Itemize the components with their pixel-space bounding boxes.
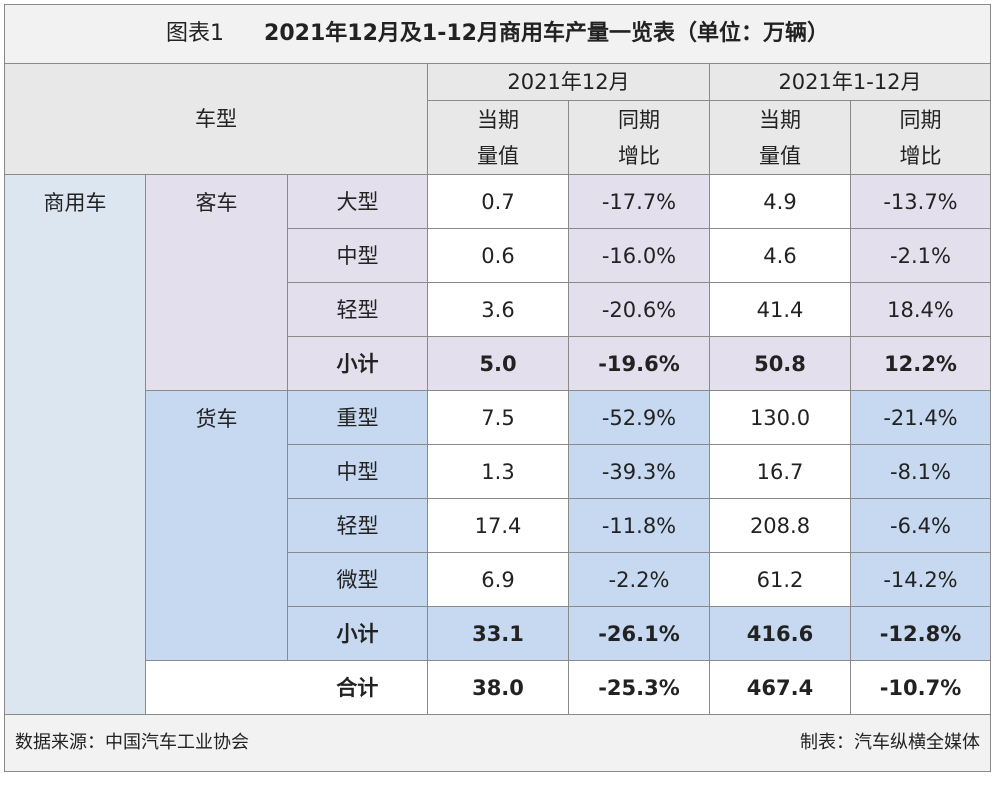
value-cell: 4.6 [709,228,851,283]
period-header: 2021年1-12月 [709,63,991,101]
metric-header: 同期 增比 [850,100,991,175]
value-cell: -6.4% [850,498,991,553]
segment-cell: 商用车 [4,174,146,715]
value-cell: 18.4% [850,282,991,337]
value-cell: -2.1% [850,228,991,283]
value-cell: -14.2% [850,552,991,607]
value-cell: -11.8% [568,498,710,553]
metric-header: 当期 量值 [427,100,569,175]
value-cell: -16.0% [568,228,710,283]
value-cell: -8.1% [850,444,991,499]
value-cell: 41.4 [709,282,851,337]
total-label: 合计 [287,660,428,715]
footer-source: 数据来源：中国汽车工业协会 [15,732,249,753]
value-cell: -20.6% [568,282,710,337]
value-cell: 16.7 [709,444,851,499]
subtotal-value: -26.1% [568,606,710,661]
value-cell: -17.7% [568,174,710,229]
subtotal-value: 416.6 [709,606,851,661]
subtotal-value: 5.0 [427,336,569,391]
period-header: 2021年12月 [427,63,710,101]
total-value: 38.0 [427,660,569,715]
subtotal-value: 50.8 [709,336,851,391]
value-cell: 61.2 [709,552,851,607]
value-cell: 6.9 [427,552,569,607]
type-cell: 微型 [287,552,428,607]
footer-maker: 制表：汽车纵横全媒体 [800,732,980,753]
value-cell: 208.8 [709,498,851,553]
value-cell: -21.4% [850,390,991,445]
value-cell: 7.5 [427,390,569,445]
subtotal-label: 小计 [287,336,428,391]
subtotal-label: 小计 [287,606,428,661]
title-text: 2021年12月及1-12月商用车产量一览表（单位：万辆） [264,21,829,46]
production-table: 图表1 2021年12月及1-12月商用车产量一览表（单位：万辆） 车型 2021… [4,4,991,772]
subtotal-value: -12.8% [850,606,991,661]
title-cell: 图表1 2021年12月及1-12月商用车产量一览表（单位：万辆） [4,4,991,64]
total-value: 467.4 [709,660,851,715]
title-label: 图表1 [166,21,225,46]
group-cell: 货车 [145,390,288,661]
value-cell: 17.4 [427,498,569,553]
footer-cell: 数据来源：中国汽车工业协会 制表：汽车纵横全媒体 [4,714,991,772]
value-cell: 3.6 [427,282,569,337]
value-cell: 130.0 [709,390,851,445]
category-header: 车型 [4,63,428,175]
total-value: -10.7% [850,660,991,715]
subtotal-value: -19.6% [568,336,710,391]
value-cell: 1.3 [427,444,569,499]
subtotal-value: 33.1 [427,606,569,661]
value-cell: -52.9% [568,390,710,445]
metric-header: 当期 量值 [709,100,851,175]
subtotal-value: 12.2% [850,336,991,391]
value-cell: -39.3% [568,444,710,499]
blank-cell [145,660,288,715]
value-cell: -2.2% [568,552,710,607]
type-cell: 大型 [287,174,428,229]
metric-header: 同期 增比 [568,100,710,175]
value-cell: -13.7% [850,174,991,229]
type-cell: 轻型 [287,282,428,337]
type-cell: 重型 [287,390,428,445]
total-value: -25.3% [568,660,710,715]
value-cell: 4.9 [709,174,851,229]
table-body: 图表1 2021年12月及1-12月商用车产量一览表（单位：万辆） 车型 2021… [4,4,991,772]
type-cell: 中型 [287,444,428,499]
type-cell: 轻型 [287,498,428,553]
group-cell: 客车 [145,174,288,391]
value-cell: 0.7 [427,174,569,229]
value-cell: 0.6 [427,228,569,283]
type-cell: 中型 [287,228,428,283]
